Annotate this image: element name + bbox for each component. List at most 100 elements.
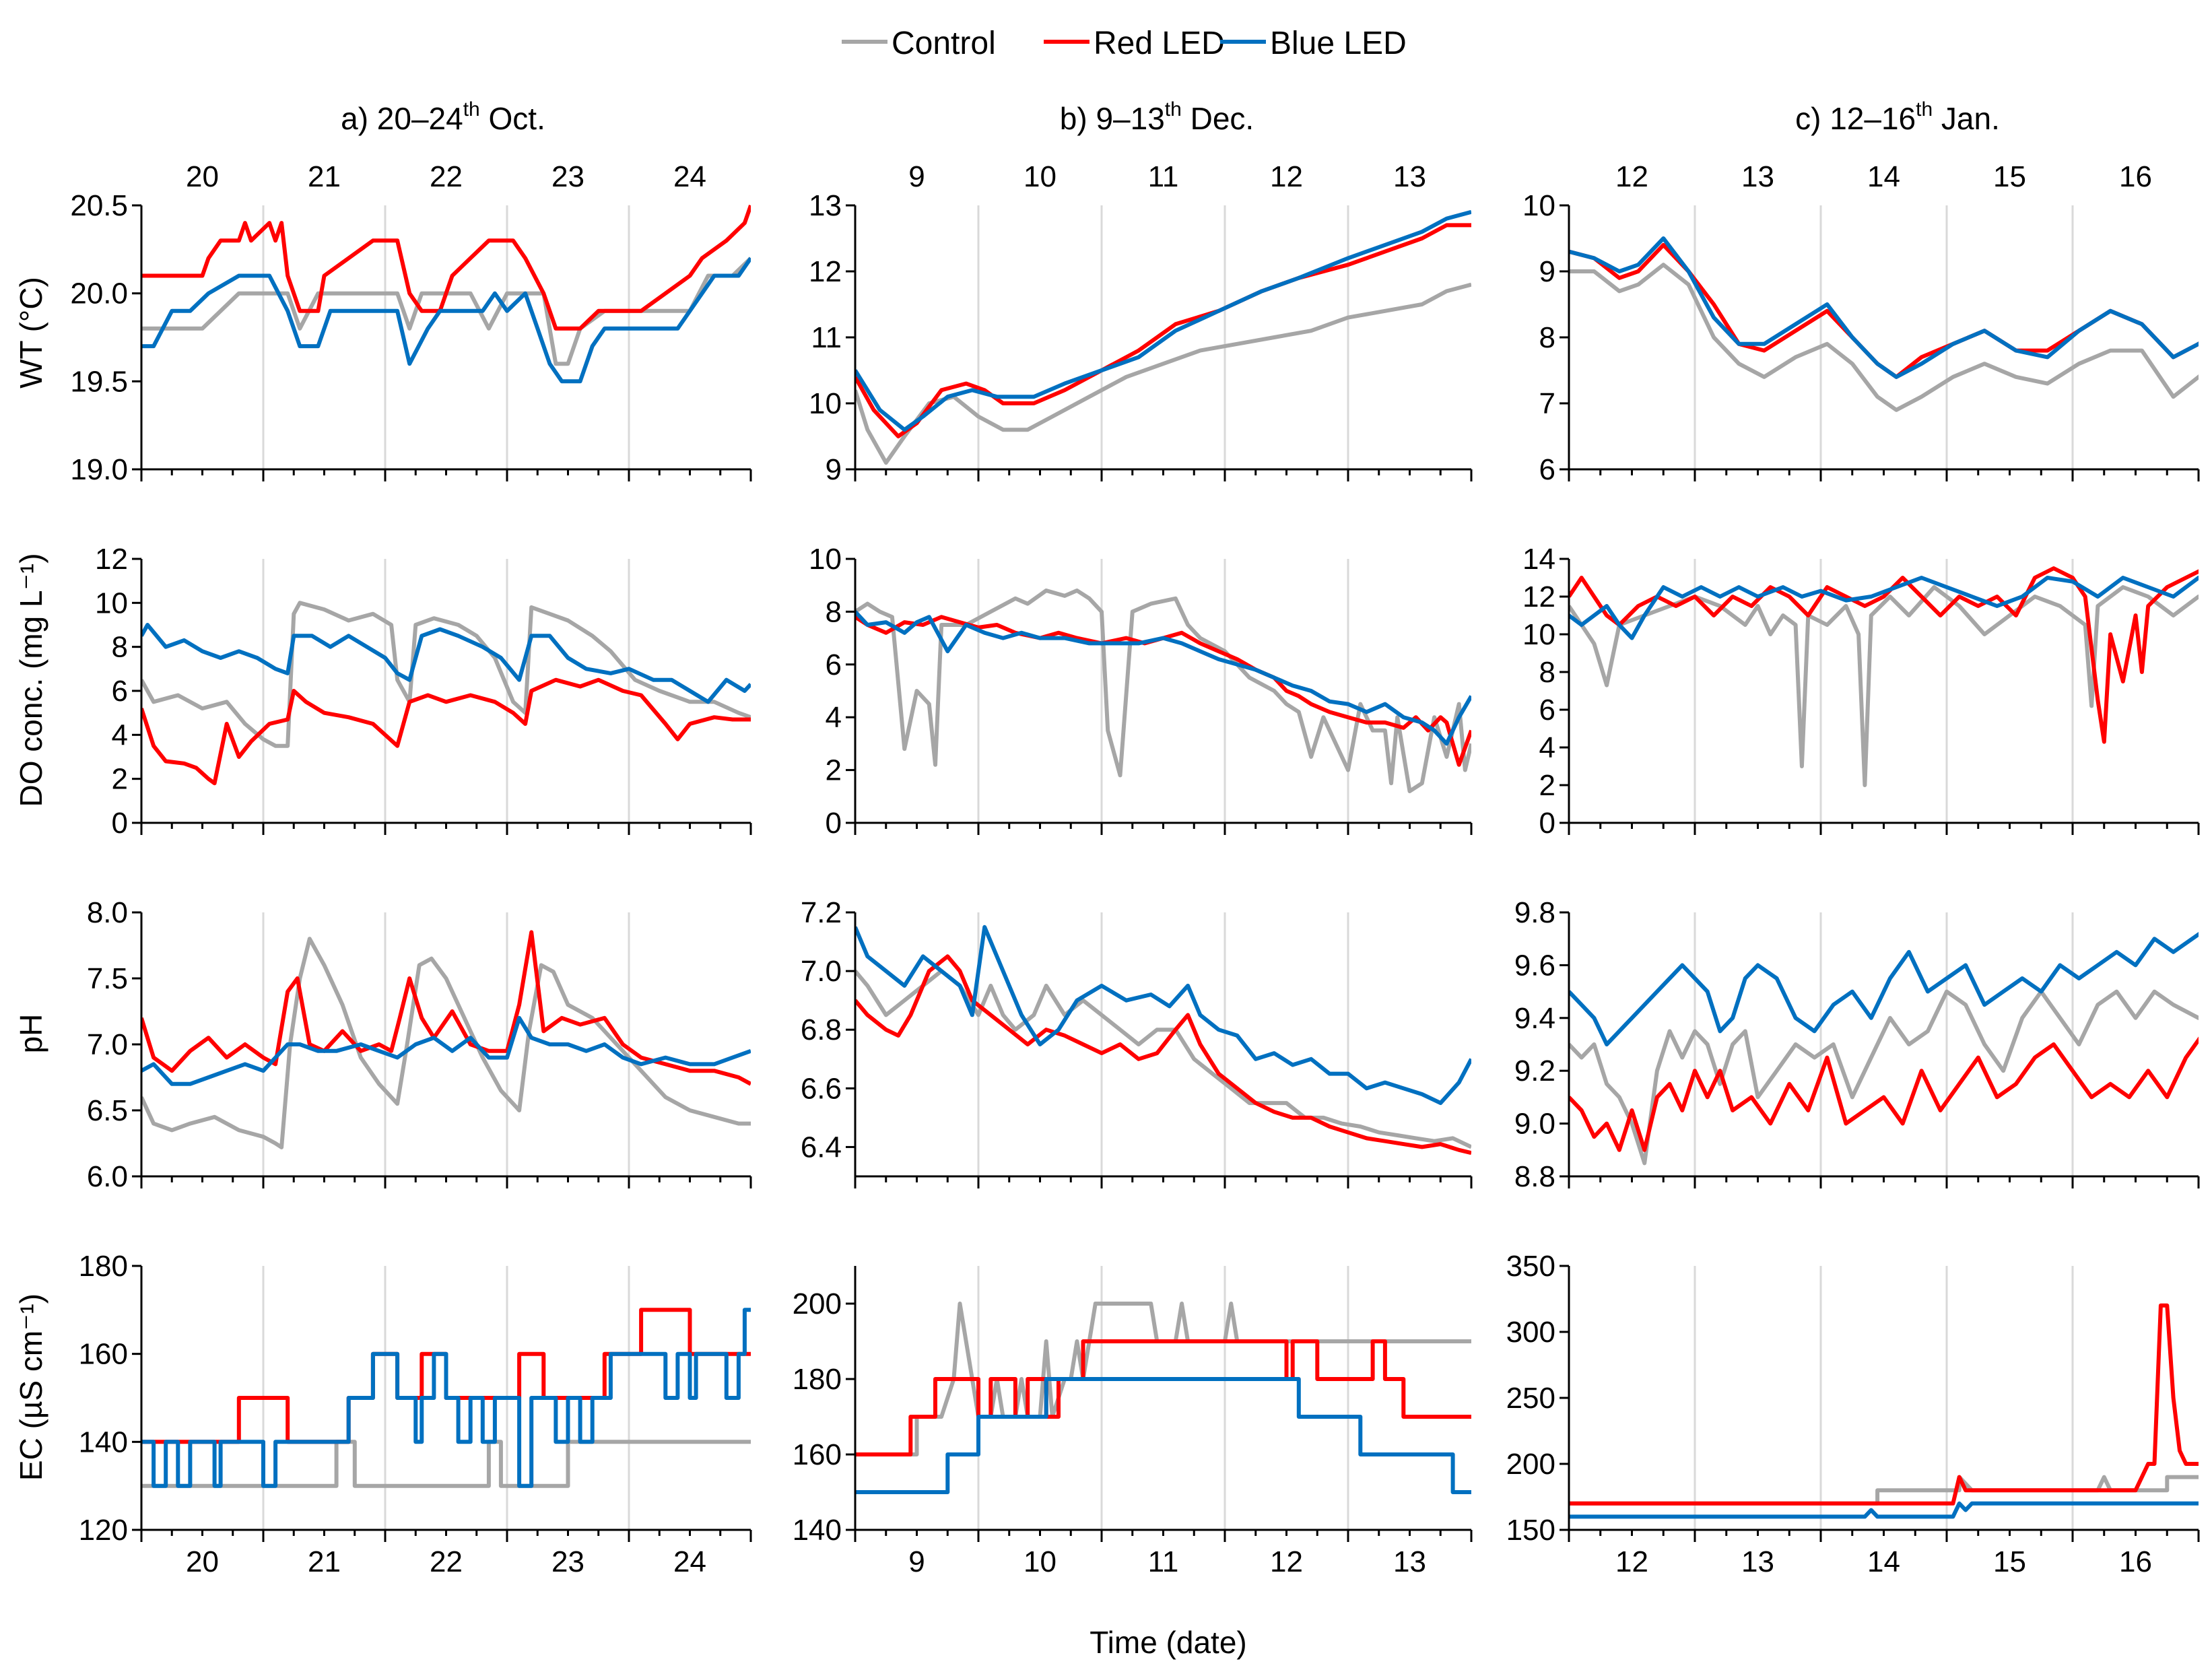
y-tick-label: 10 bbox=[809, 387, 842, 420]
y-tick-label: 10 bbox=[809, 543, 842, 576]
y-axis-title-wt: WT (°C) bbox=[13, 277, 48, 389]
bottom-date-label: 15 bbox=[1993, 1545, 2026, 1578]
y-tick-label: 2 bbox=[112, 763, 128, 796]
series-line-red-led bbox=[1569, 1303, 2199, 1506]
y-tick-label: 160 bbox=[79, 1338, 128, 1371]
panel-a-wt: 19.0 19.5 20.0 20.5 20 21 22 23 24 bbox=[70, 160, 752, 486]
y-tick-label: 180 bbox=[793, 1363, 842, 1396]
panel-c-wt: 6 7 8 9 10 12 13 14 15 16 bbox=[1522, 160, 2200, 486]
y-tick-label: 11 bbox=[811, 321, 842, 354]
legend-label-control: Control bbox=[892, 26, 996, 61]
y-tick-label: 200 bbox=[793, 1287, 842, 1320]
y-tick-label: 10 bbox=[1522, 189, 1555, 222]
y-axis-title-ph: pH bbox=[13, 1014, 48, 1054]
panel-a-do: 0 2 4 6 8 10 12 bbox=[95, 543, 752, 840]
y-tick-label: 7.5 bbox=[87, 962, 128, 995]
series-line-blue-led bbox=[855, 610, 1471, 746]
y-tick-label: 12 bbox=[1522, 580, 1555, 613]
y-tick-label: 13 bbox=[809, 189, 842, 222]
series-line-blue-led bbox=[141, 1015, 751, 1086]
series-line-blue-led bbox=[1569, 931, 2199, 1046]
series-line-blue-led bbox=[855, 1377, 1471, 1494]
series-line-red-led bbox=[855, 954, 1471, 1155]
x-axis-title: Time (date) bbox=[1090, 1625, 1246, 1660]
series-line-red-led bbox=[1569, 566, 2199, 744]
y-tick-label: 0 bbox=[112, 807, 128, 840]
y-tick-label: 7.0 bbox=[801, 955, 842, 988]
bottom-date-label: 16 bbox=[2119, 1545, 2152, 1578]
y-tick-label: 4 bbox=[112, 718, 128, 751]
y-tick-label: 8 bbox=[112, 631, 128, 664]
series-line-control bbox=[141, 1440, 751, 1488]
y-tick-label: 2 bbox=[826, 754, 842, 787]
y-tick-label: 7 bbox=[1539, 387, 1555, 420]
y-tick-label: 140 bbox=[79, 1425, 128, 1458]
y-tick-label: 9.0 bbox=[1514, 1108, 1555, 1141]
bottom-date-label: 13 bbox=[1741, 1545, 1774, 1578]
y-tick-label: 180 bbox=[79, 1250, 128, 1283]
series-line-control bbox=[1569, 989, 2199, 1166]
panel-a-ph: 6.0 6.5 7.0 7.5 8.0 bbox=[87, 896, 752, 1193]
panel-c-do: 0 2 4 6 8 10 12 14 bbox=[1522, 543, 2200, 840]
series-line-red-led bbox=[855, 223, 1471, 438]
series-line-control bbox=[141, 937, 751, 1149]
panel-c-ec: 150 200 250 300 350 12 13 14 15 16 bbox=[1506, 1250, 2200, 1578]
y-tick-label: 7.0 bbox=[87, 1028, 128, 1061]
y-tick-label: 10 bbox=[1522, 618, 1555, 651]
series-line-control bbox=[1569, 263, 2199, 412]
y-tick-label: 6 bbox=[826, 648, 842, 681]
bottom-date-label: 13 bbox=[1393, 1545, 1426, 1578]
column-title-a: a) 20–24th Oct. bbox=[341, 98, 545, 136]
y-tick-label: 12 bbox=[95, 543, 128, 576]
bottom-date-label: 10 bbox=[1024, 1545, 1057, 1578]
top-date-label: 21 bbox=[308, 160, 341, 193]
y-tick-label: 20.5 bbox=[70, 189, 128, 222]
series-line-control bbox=[855, 969, 1471, 1149]
y-tick-label: 19.0 bbox=[70, 453, 128, 486]
top-date-label: 13 bbox=[1393, 160, 1426, 193]
bottom-date-label: 22 bbox=[430, 1545, 463, 1578]
legend-label-red-led: Red LED bbox=[1094, 26, 1225, 61]
series-line-blue-led bbox=[1569, 1501, 2199, 1519]
top-date-label: 13 bbox=[1741, 160, 1774, 193]
y-tick-label: 9 bbox=[826, 453, 842, 486]
bottom-date-label: 23 bbox=[551, 1545, 584, 1578]
y-tick-label: 9.4 bbox=[1514, 1002, 1555, 1035]
y-tick-label: 250 bbox=[1506, 1382, 1555, 1415]
y-tick-label: 8 bbox=[1539, 656, 1555, 689]
y-tick-label: 6 bbox=[1539, 453, 1555, 486]
series-line-red-led bbox=[141, 930, 751, 1086]
series-line-blue-led bbox=[141, 623, 751, 704]
column-title-c: c) 12–16th Jan. bbox=[1795, 98, 2000, 136]
top-date-label: 10 bbox=[1024, 160, 1057, 193]
y-tick-label: 8 bbox=[1539, 321, 1555, 354]
y-tick-label: 4 bbox=[826, 701, 842, 734]
y-tick-label: 160 bbox=[793, 1438, 842, 1471]
y-tick-label: 9.6 bbox=[1514, 949, 1555, 982]
y-tick-label: 4 bbox=[1539, 731, 1555, 764]
bottom-date-label: 21 bbox=[308, 1545, 341, 1578]
y-tick-label: 9 bbox=[1539, 255, 1555, 288]
y-tick-label: 14 bbox=[1522, 543, 1555, 576]
top-date-label: 15 bbox=[1993, 160, 2026, 193]
series-line-blue-led bbox=[141, 1308, 751, 1488]
top-date-label: 11 bbox=[1148, 160, 1179, 193]
series-line-blue-led bbox=[1569, 236, 2199, 379]
top-date-label: 16 bbox=[2119, 160, 2152, 193]
top-date-label: 9 bbox=[908, 160, 925, 193]
y-tick-label: 12 bbox=[809, 255, 842, 288]
y-tick-label: 6 bbox=[112, 675, 128, 708]
y-tick-label: 8.0 bbox=[87, 896, 128, 929]
series-line-red-led bbox=[141, 677, 751, 786]
series-line-control bbox=[855, 282, 1471, 465]
y-axis-title-ec: EC (µS cm⁻¹) bbox=[13, 1294, 48, 1481]
series-line-control bbox=[855, 589, 1471, 793]
series-line-control bbox=[141, 257, 751, 366]
series-line-blue-led bbox=[1569, 576, 2199, 640]
series-line-red-led bbox=[855, 1339, 1471, 1456]
y-tick-label: 0 bbox=[826, 807, 842, 840]
y-tick-label: 6.8 bbox=[801, 1013, 842, 1046]
y-tick-label: 9.2 bbox=[1514, 1054, 1555, 1087]
y-tick-label: 6.5 bbox=[87, 1094, 128, 1127]
